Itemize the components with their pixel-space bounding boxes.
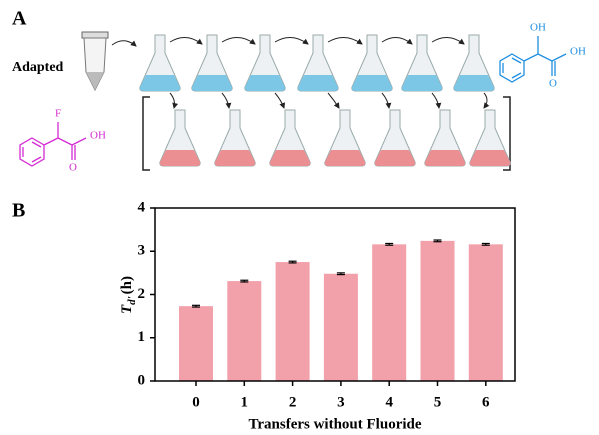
flask-liquid [352,75,392,91]
y-label-subscript: d' [126,296,138,305]
y-tick-label: 0 [138,372,146,388]
x-tick-label: 0 [192,394,200,410]
x-tick-label: 1 [241,394,249,410]
panel-label: B [12,200,25,222]
bar [469,244,503,381]
tube [82,32,108,90]
arrow [222,37,255,44]
y-tick-label: 4 [138,199,146,215]
atom-label: O [69,162,77,174]
bracket [143,97,150,170]
bar [179,306,213,381]
arrow [170,37,202,44]
y-tick-label: 1 [138,329,146,345]
y-label-unit: (h) [119,276,135,294]
y-axis-label: Td'(h) [119,276,137,314]
atom-label: OH [530,22,546,34]
flask-liquid [298,75,338,91]
x-tick-label: 6 [482,394,490,410]
flask-liquid [270,150,310,166]
bar [227,281,261,381]
panel-label: A [12,8,27,30]
flask-liquid [160,150,200,166]
atom-label: F [55,108,61,120]
arrow [328,37,362,44]
flask-liquid [375,150,415,166]
y-tick-label: 2 [138,286,146,302]
arrow [275,93,284,108]
arrow [222,93,229,108]
arrow [382,93,389,108]
arrow [275,37,308,44]
arrow [328,93,339,108]
atom-label: OH [570,46,586,58]
bar [372,244,406,381]
flask-liquid [215,150,255,166]
arrow [112,41,136,46]
arrow [170,93,175,108]
bar [276,262,310,381]
bar [421,241,455,381]
atom-label: OH [90,130,106,142]
arrow [432,93,439,108]
arrow [382,37,412,44]
flask-liquid [470,150,510,166]
flask-liquid [402,75,442,91]
x-tick-label: 3 [337,394,345,410]
y-tick-label: 3 [138,243,146,259]
flask-liquid [425,150,465,166]
flask-liquid [192,75,232,91]
mandelic-acid: OH OH O [500,22,586,90]
flask-liquid [140,75,180,91]
fluoro-acid: F OH O [20,108,106,174]
flask-liquid [325,150,365,166]
x-axis-label: Transfers without Fluoride [248,416,421,432]
adapted-label: Adapted [12,60,64,75]
flask-liquid [454,75,494,91]
flask-liquid [245,75,285,91]
x-tick-label: 2 [289,394,297,410]
arrow [484,93,487,108]
bar [324,274,358,381]
atom-label: O [549,78,557,90]
x-tick-label: 5 [434,394,442,410]
arrow [432,37,464,44]
x-tick-label: 4 [385,394,393,410]
figure: A B Adapted OH OH O F OH O Transfers wit… [0,0,599,435]
